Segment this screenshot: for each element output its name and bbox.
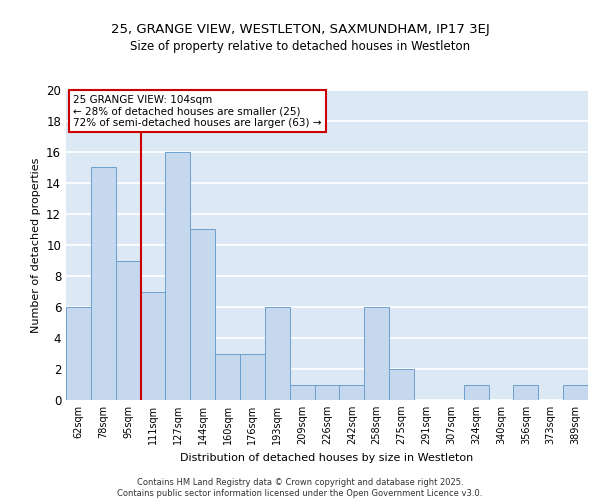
Bar	[563, 384, 588, 400]
Y-axis label: Number of detached properties: Number of detached properties	[31, 158, 41, 332]
Bar	[116, 260, 140, 400]
Bar	[240, 354, 265, 400]
Bar	[215, 354, 240, 400]
Text: 25 GRANGE VIEW: 104sqm
← 28% of detached houses are smaller (25)
72% of semi-det: 25 GRANGE VIEW: 104sqm ← 28% of detached…	[73, 94, 322, 128]
Bar	[314, 384, 340, 400]
Text: 25, GRANGE VIEW, WESTLETON, SAXMUNDHAM, IP17 3EJ: 25, GRANGE VIEW, WESTLETON, SAXMUNDHAM, …	[110, 22, 490, 36]
Bar	[166, 152, 190, 400]
Bar	[389, 369, 414, 400]
Bar	[66, 307, 91, 400]
X-axis label: Distribution of detached houses by size in Westleton: Distribution of detached houses by size …	[181, 452, 473, 462]
Bar	[464, 384, 488, 400]
Bar	[290, 384, 314, 400]
Bar	[340, 384, 364, 400]
Bar	[91, 168, 116, 400]
Text: Contains HM Land Registry data © Crown copyright and database right 2025.
Contai: Contains HM Land Registry data © Crown c…	[118, 478, 482, 498]
Bar	[265, 307, 290, 400]
Text: Size of property relative to detached houses in Westleton: Size of property relative to detached ho…	[130, 40, 470, 53]
Bar	[514, 384, 538, 400]
Bar	[364, 307, 389, 400]
Bar	[190, 230, 215, 400]
Bar	[140, 292, 166, 400]
